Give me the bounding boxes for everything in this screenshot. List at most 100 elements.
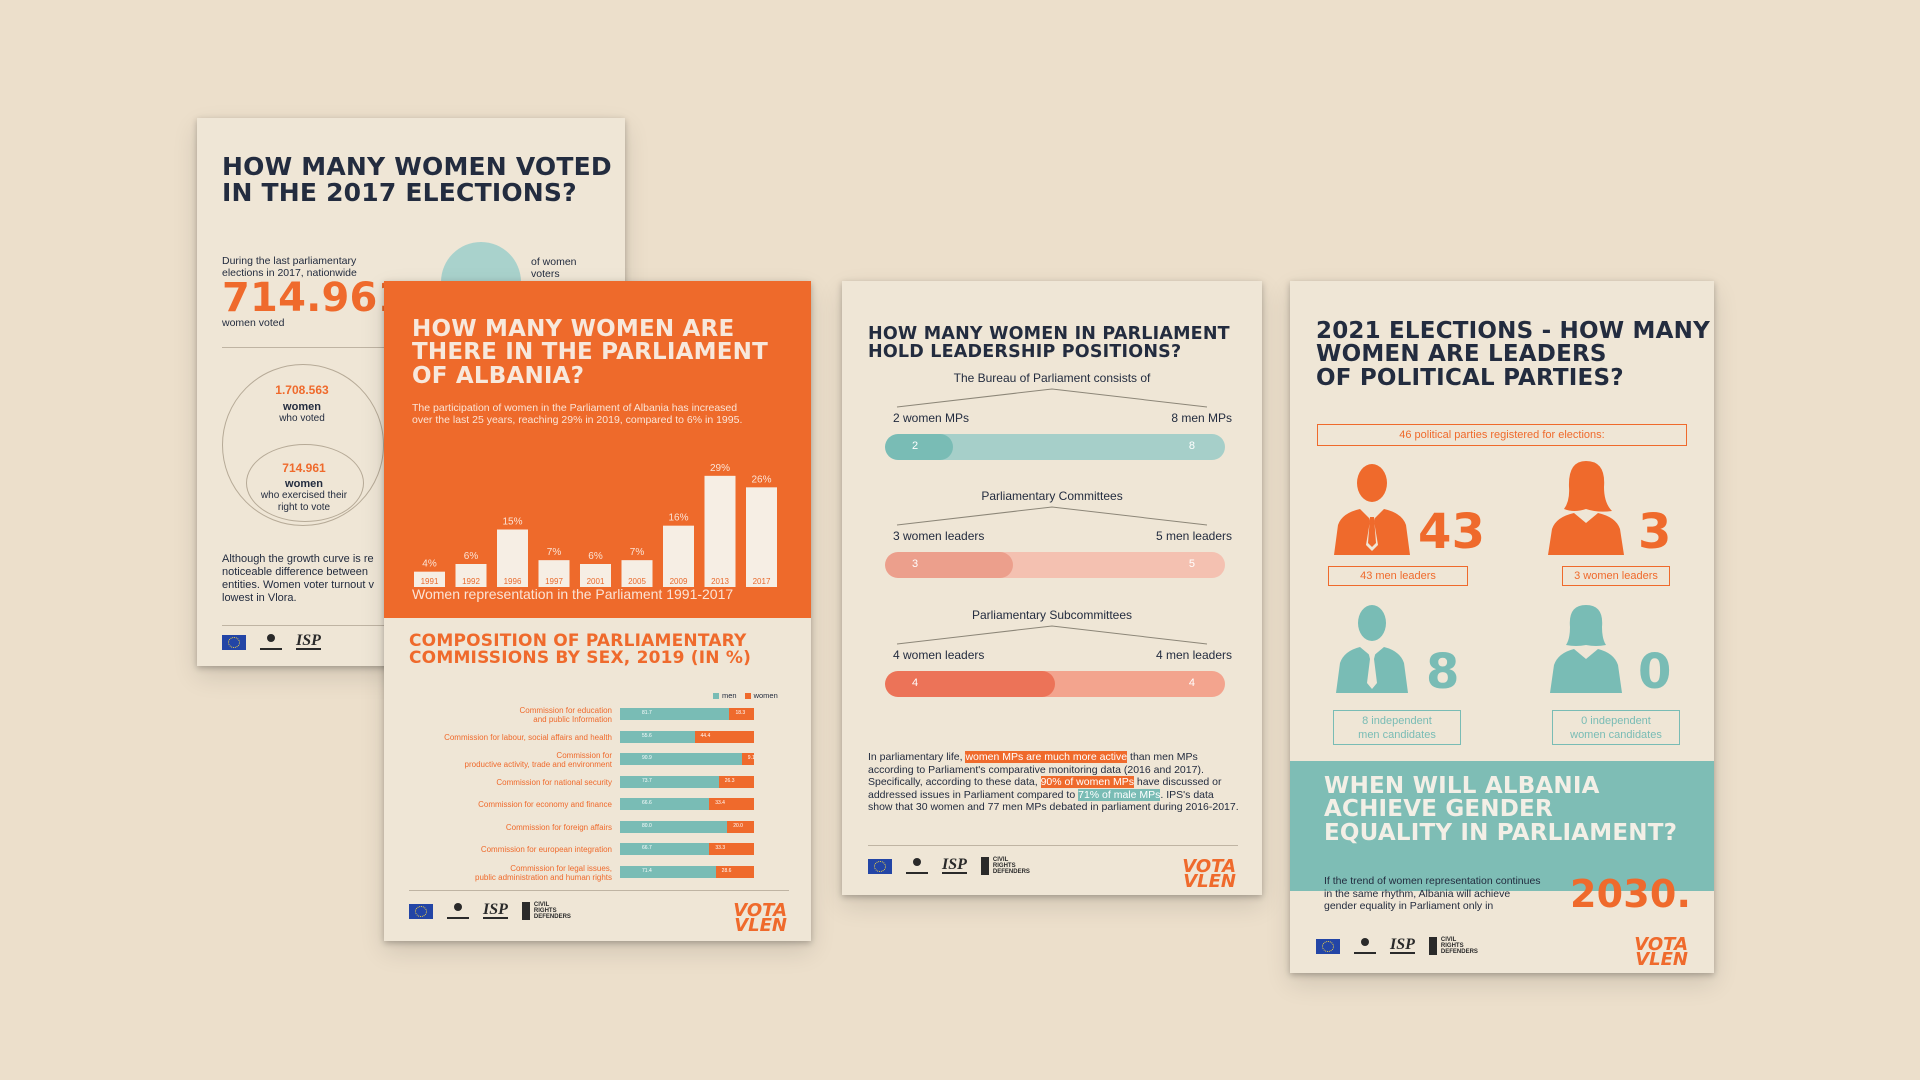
bracket-line [896, 625, 1208, 645]
commission-bar: 66.7 33.3 [620, 843, 754, 855]
women-count: 3 [912, 558, 919, 570]
commission-label-line: public administration and human rights [475, 872, 612, 882]
bar-value-label: 6% [588, 551, 603, 562]
intro-line: During the last parliamentary [222, 255, 357, 267]
inner-label: women [285, 478, 323, 490]
title-line: WOMEN ARE LEADERS [1316, 341, 1607, 368]
legend-men: men [713, 691, 737, 700]
vota-line: VOTA [1182, 856, 1236, 877]
crd-line: DEFENDERS [992, 869, 1030, 875]
left-label: 4 women leaders [893, 648, 985, 662]
label-line: men candidates [1358, 729, 1436, 741]
commission-bar: 55.6 44.4 [620, 730, 754, 743]
equality-text: If the trend of women representation con… [1324, 875, 1541, 913]
partner-logos: ISP CIVIL RIGHTS DEFENDERS [868, 857, 1030, 875]
bar-category-label: 2005 [628, 577, 646, 586]
section-title-line: COMMISSIONS BY SEX, 2019 (IN %) [409, 648, 752, 669]
inner-circle [246, 444, 364, 522]
bar-value-label: 7% [547, 547, 562, 558]
equality-block [1290, 761, 1714, 891]
eu-flag-icon [868, 858, 892, 874]
commission-bar: 81.7 18.3 [620, 708, 754, 720]
independent-women-number: 0 [1638, 644, 1672, 700]
legend-label: women [753, 691, 778, 700]
crd-line: CIVIL [1440, 937, 1457, 943]
commission-label-line: Commission for economy and finance [478, 800, 612, 809]
legend-women: women [744, 691, 778, 700]
title-line: IN THE 2017 ELECTIONS? [222, 177, 577, 207]
commission-bar-men [620, 865, 716, 878]
men-leaders-label: 43 men leaders [1328, 566, 1468, 586]
vota-line: VLEN [1183, 871, 1236, 892]
women-fill [885, 552, 1013, 578]
chart-bar [455, 564, 487, 587]
commission-men-value: 73.7 [642, 777, 652, 784]
big-number: 714.961 [222, 275, 406, 321]
chart-bar [663, 525, 694, 587]
commission-bar-men [620, 775, 719, 788]
bracket-line [896, 388, 1208, 408]
poster-women-in-parliament: HOW MANY WOMEN ARE THERE IN THE PARLIAME… [384, 281, 811, 941]
commission-bar-men [620, 753, 742, 765]
bracket-lines [896, 506, 1208, 526]
seal-icon [1354, 938, 1376, 954]
commission-women-value: 33.3 [715, 845, 726, 851]
commission-women-value: 28.6 [721, 867, 732, 874]
intro-text: During the last parliamentary elections … [222, 255, 357, 279]
commission-label: Commission for labour, social affairs an… [444, 733, 612, 742]
inner-sub: who exercised their [260, 490, 348, 501]
paragraph-text: . IPS's data show that 30 women and 77 m… [868, 788, 1239, 814]
label-line: 0 independent [1581, 715, 1651, 727]
left-label: 3 women leaders [893, 529, 985, 543]
independent-male-icon [1330, 601, 1414, 693]
commission-label: Commission for european integration [481, 845, 612, 854]
commission-women-value: 26.3 [724, 777, 735, 784]
isp-logo: ISP [942, 856, 967, 874]
partner-logos: ISP [222, 633, 321, 650]
equality-line: If the trend of women representation con… [1324, 875, 1541, 887]
outer-label: women [283, 401, 321, 413]
paragraph-line: Although the growth curve is re [222, 553, 374, 565]
vota-vlen-logo: VOTA VLEN [1634, 936, 1688, 969]
chart-bar [746, 487, 777, 587]
isp-logo: ISP [483, 901, 508, 919]
paragraph-text: than men MPs according to Parliament's c… [868, 751, 1204, 788]
men-count: 4 [1188, 677, 1195, 689]
eu-flag-icon [222, 634, 246, 650]
intro-line: The participation of women in the Parlia… [412, 402, 738, 414]
commission-men-value: 81.7 [642, 710, 652, 716]
bar-category-label: 1992 [462, 577, 480, 586]
commission-bar: 66.6 33.4 [620, 798, 754, 810]
body-paragraph: Although the growth curve is re noticeab… [222, 553, 374, 605]
group-heading: The Bureau of Parliament consists of [953, 371, 1151, 385]
bracket-lines [896, 388, 1208, 408]
title-line: HOW MANY WOMEN ARE [412, 316, 735, 342]
commission-women-value: 44.4 [700, 732, 711, 739]
commission-bar: 80.0 20.0 [620, 820, 754, 833]
legend-swatch [713, 692, 719, 699]
left-label: 2 women MPs [893, 411, 970, 425]
right-label: 8 men MPs [1171, 411, 1232, 425]
civil-rights-defenders-logo: CIVIL RIGHTS DEFENDERS [521, 902, 571, 920]
label-line: 8 independent [1362, 715, 1432, 727]
commission-women-value: 9.1 [747, 755, 755, 761]
right-label: 4 men leaders [1155, 648, 1232, 662]
bar-category-label: 1991 [421, 577, 439, 586]
chart-bar [497, 529, 528, 587]
bar-category-label: 2009 [670, 577, 688, 586]
poster-leadership-positions: HOW MANY WOMEN IN PARLIAMENT HOLD LEADER… [842, 281, 1262, 895]
crd-line: DEFENDERS [1440, 949, 1478, 955]
commission-men-value: 71.4 [642, 867, 652, 874]
section-title: COMPOSITION OF PARLIAMENTARY COMMISSIONS… [409, 632, 752, 669]
independent-women-label: 0 independent women candidates [1552, 710, 1680, 745]
bar-category-label: 2013 [711, 577, 729, 586]
vota-vlen-logo: VOTA VLEN [1182, 856, 1236, 892]
commission-women-value: 20.0 [733, 822, 743, 829]
commission-women-value: 18.3 [735, 710, 746, 716]
commission-label: Commission for education and public Infor… [520, 706, 612, 724]
commission-label-line: Commission for education [519, 706, 612, 715]
paragraph-line: entities. Women voter turnout v [222, 579, 375, 591]
women-leaders-label: 3 women leaders [1562, 566, 1670, 586]
